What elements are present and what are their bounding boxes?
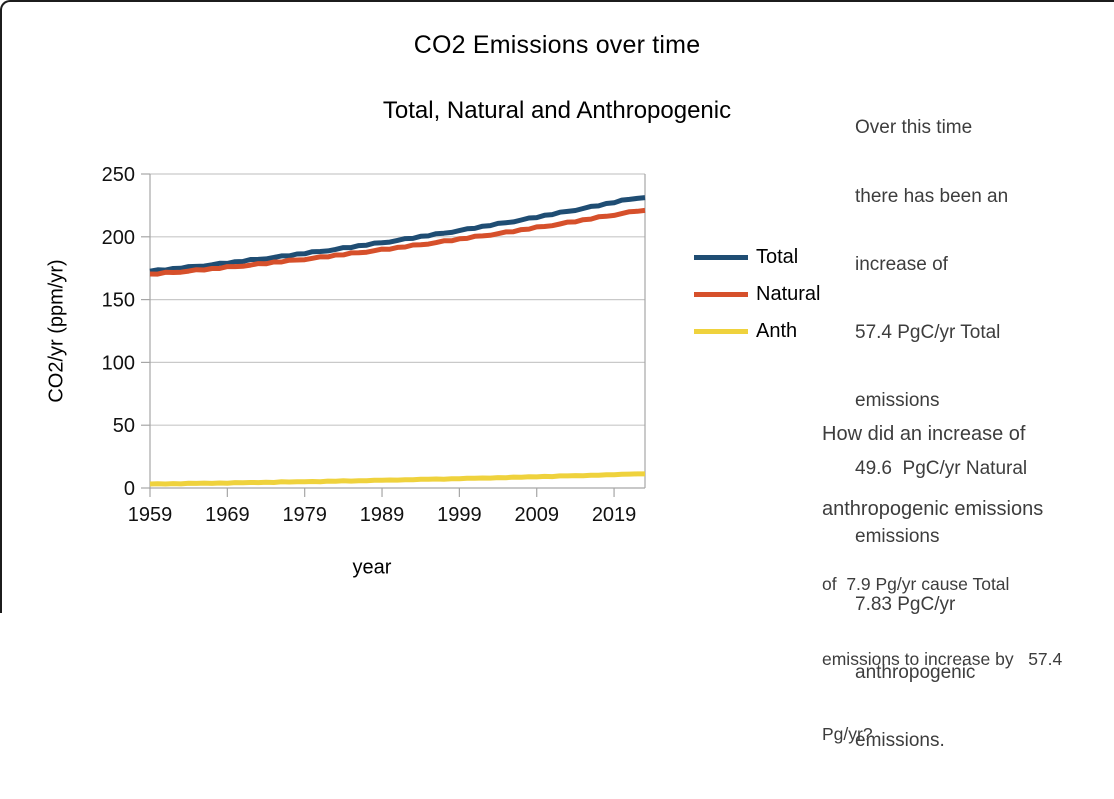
y-tick-label: 150 [102, 290, 135, 312]
legend-label-total: Total [756, 246, 799, 268]
question-note-line: of 7.9 Pg/yr cause Total [822, 574, 1010, 594]
chart-title: CO2 Emissions over time [413, 31, 701, 59]
legend-label-natural: Natural [756, 283, 821, 305]
y-tick-label: 250 [102, 164, 135, 186]
series-line-natural [149, 207, 646, 277]
y-tick-label: 200 [102, 227, 135, 249]
summary-note-line: emissions [855, 389, 940, 411]
summary-note-line: emissions [855, 526, 940, 548]
x-tick-label: 1969 [205, 504, 250, 526]
y-tick-label: 0 [124, 478, 135, 500]
summary-note-line: 57.4 PgC/yr Total [855, 321, 1001, 343]
legend-label-anth: Anth [756, 320, 798, 342]
x-tick-label: 1959 [128, 504, 173, 526]
chart-subtitle: Total, Natural and Anthropogenic [382, 97, 732, 124]
legend-row-anth: Anth [694, 313, 820, 350]
legend-row-natural: Natural [694, 276, 820, 313]
summary-note-line: Over this time [855, 117, 973, 139]
question-note-line: anthropogenic emissions [822, 498, 1044, 520]
summary-note-line: there has been an [855, 185, 1009, 207]
y-tick-label: 100 [102, 352, 135, 374]
y-axis-label: CO2/yr (ppm/yr) [45, 259, 68, 403]
x-tick-label: 2019 [592, 504, 637, 526]
chart-legend: Total Natural Anth [694, 239, 820, 350]
chart-canvas: CO2 Emissions over time Total, Natural a… [0, 0, 1114, 751]
question-note-line: How did an increase of [822, 423, 1026, 445]
question-note-line: Pg/yr? [822, 724, 873, 744]
x-tick-label: 1999 [437, 504, 482, 526]
x-tick-label: 2009 [514, 504, 559, 526]
question-note: How did an increase of anthropogenic emi… [822, 372, 1114, 797]
natural-line-swatch [694, 292, 748, 297]
summary-note-line: 49.6 PgC/yr Natural [855, 457, 1028, 479]
question-note-line: emissions to increase by 57.4 [822, 649, 1063, 669]
x-tick-label: 1989 [360, 504, 405, 526]
legend-row-total: Total [694, 239, 820, 276]
line-chart-plot: 0 50 100 150 200 250 1959 1969 1979 1989 1999 2009 2… [102, 164, 646, 526]
summary-note-line: 7.83 PgC/yr [855, 594, 956, 616]
y-tick-label: 50 [113, 415, 135, 437]
anth-line-swatch [694, 329, 748, 334]
x-tick-label: 1979 [282, 504, 327, 526]
x-axis-label: year [352, 556, 392, 579]
total-line-swatch [694, 255, 748, 260]
series-line-total [149, 195, 646, 274]
summary-note-line: increase of [855, 253, 948, 275]
series-line-anth [149, 471, 645, 487]
